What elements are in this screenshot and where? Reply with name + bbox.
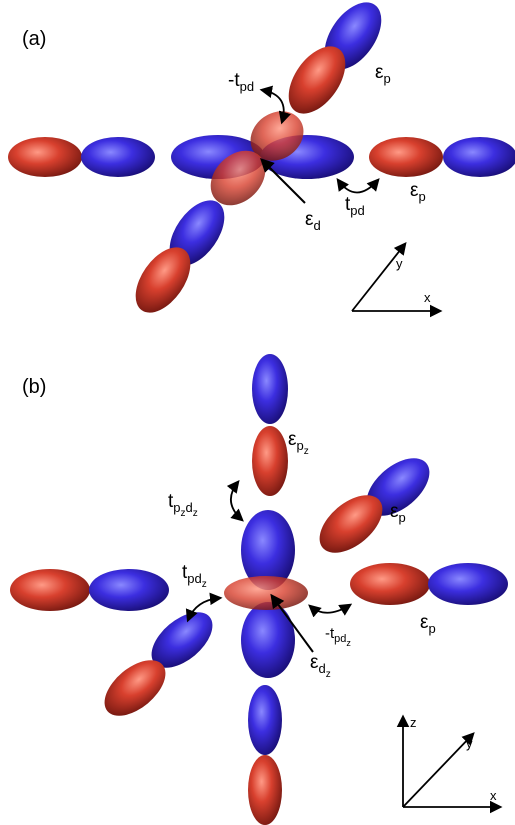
p-orbital-upper-right-b [319, 458, 430, 553]
eps-d-pointer [260, 158, 306, 204]
pz-orbital-bottom [248, 685, 282, 825]
p-orbital-right-b [350, 563, 508, 605]
label-minus-t-pdz: -tpdz [325, 625, 351, 648]
p-orbital-left [8, 137, 155, 177]
panel-a: (a) [8, 2, 515, 318]
axis-x-label-b: x [490, 788, 497, 803]
hopping-arrow-right-b [308, 603, 353, 618]
axis-y-label-b: y [466, 736, 473, 751]
label-t-pz-dz: tpzdz [168, 491, 198, 519]
label-minus-t-pd: -tpd [228, 70, 254, 94]
label-t-pdz: tpdz [182, 562, 207, 590]
label-t-pd: tpd [345, 194, 365, 218]
hopping-arrow-top [259, 85, 291, 125]
dz2-orbital-center [224, 510, 308, 678]
panel-a-label: (a) [22, 28, 46, 50]
label-eps-pz: εpz [288, 429, 309, 457]
label-eps-dz: εdz [310, 652, 331, 680]
axis-y-label: y [396, 256, 403, 271]
eps-dz-pointer [270, 593, 314, 653]
label-eps-p-top: εp [375, 62, 391, 86]
label-eps-p-right: εp [410, 180, 426, 204]
hopping-arrow-right [336, 177, 380, 194]
p-orbital-right [369, 137, 515, 177]
d-orbital-center [171, 111, 354, 206]
axis-x-label: x [424, 290, 431, 305]
panel-b-label: (b) [22, 376, 46, 398]
p-orbital-bottom [135, 200, 225, 313]
axes-xy: x y [351, 242, 443, 318]
p-orbital-left-b [10, 569, 169, 611]
label-eps-d: εd [305, 209, 321, 233]
hopping-arrow-top-b [226, 480, 244, 522]
panel-b: (b) [10, 354, 508, 825]
p-orbital-lower-left-b [104, 612, 213, 716]
axes-xyz: z x y [396, 714, 503, 814]
pz-orbital-top [252, 354, 288, 496]
label-eps-p-upper-b: εp [390, 501, 406, 525]
p-orbital-top [288, 2, 382, 114]
hopping-arrow-left-b [185, 592, 223, 623]
label-eps-p-right-b: εp [420, 612, 436, 636]
axis-z-label: z [410, 715, 417, 730]
